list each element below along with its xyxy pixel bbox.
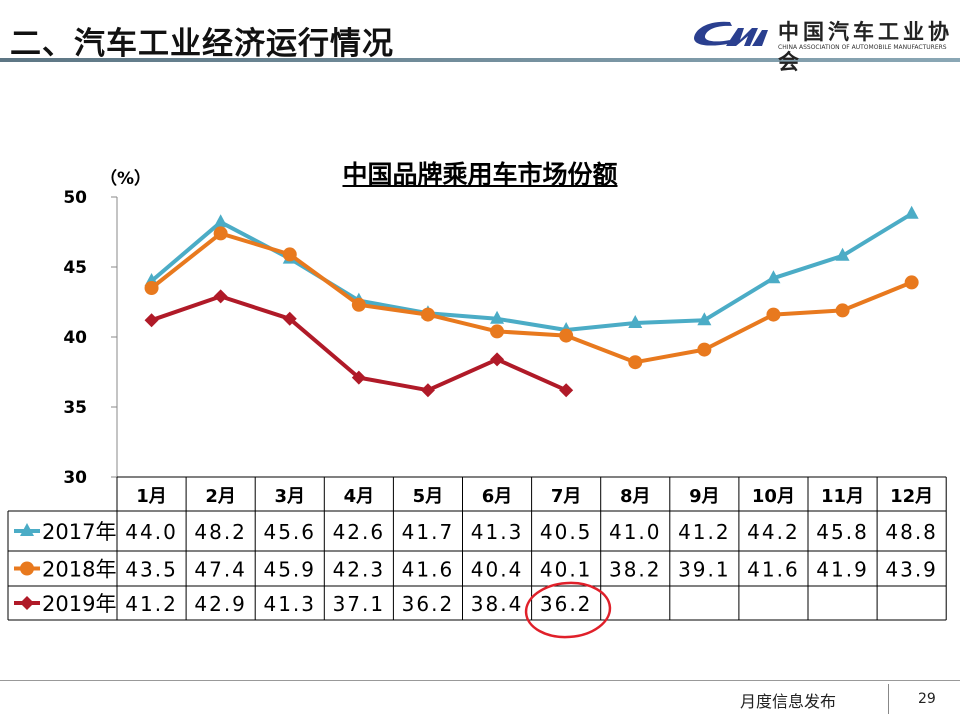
legend-label: 2017年 [42,520,116,544]
x-category-label: 10月 [752,486,795,507]
x-category-label: 7月 [551,486,582,507]
legend-label: 2019年 [42,592,116,616]
table-cell: 38.4 [471,592,524,616]
footer-separator [888,684,889,714]
table-cell: 44.0 [125,520,178,544]
data-point [490,352,505,367]
table-cell: 42.9 [194,592,247,616]
x-category-label: 11月 [821,486,864,507]
series-line [150,231,913,365]
data-point [835,303,850,318]
table-cell: 40.1 [540,558,593,582]
legend-marker [20,523,34,536]
table-cell: 45.6 [263,520,316,544]
table-cell: 47.4 [194,558,247,582]
table-cell: 44.2 [747,520,800,544]
x-category-label: 3月 [274,486,305,507]
data-point [559,383,574,398]
x-category-label: 8月 [620,486,651,507]
series-2019年 [144,289,574,398]
table-cell: 45.9 [263,558,316,582]
table-cell: 39.1 [678,558,731,582]
table-cell: 41.6 [402,558,455,582]
table-cell: 38.2 [609,558,662,582]
x-category-label: 1月 [136,486,167,507]
data-point [351,370,366,385]
table-cell: 48.8 [885,520,938,544]
data-point [559,328,574,343]
data-point [420,307,435,322]
y-tick-label: 40 [63,328,87,348]
slide-title: 二、汽车工业经济运行情况 [10,26,394,62]
table-cell: 43.5 [125,558,178,582]
table-cell: 41.2 [678,520,731,544]
table-cell: 41.9 [816,558,869,582]
table-cell: 45.8 [816,520,869,544]
data-point [628,355,643,370]
table-cell: 41.6 [747,558,800,582]
data-point [835,247,850,261]
table-cell: 42.3 [333,558,386,582]
table-cell: 41.2 [125,592,178,616]
table-cell: 41.3 [471,520,524,544]
table-cell: 43.9 [885,558,938,582]
x-category-label: 2月 [205,486,236,507]
caam-logo: 中国汽车工业协会 CHINA ASSOCIATION OF AUTOMOBILE… [690,14,955,74]
x-category-label: 4月 [344,486,375,507]
y-tick-label: 30 [63,468,87,488]
logo-text: 中国汽车工业协会 [778,20,953,74]
table-cell: 48.2 [194,520,247,544]
data-point [628,315,643,328]
footer-label: 月度信息发布 [740,692,837,711]
y-tick-label: 35 [63,398,87,418]
data-point [213,214,228,228]
data-point [144,313,159,328]
legend-label: 2018年 [42,558,116,582]
table-cell: 36.2 [402,592,455,616]
data-point [490,324,505,339]
data-point [697,312,712,326]
data-point [351,297,366,312]
data-point [904,205,919,219]
data-point [697,342,712,357]
header-divider [0,58,960,62]
table-cell: 36.2 [540,592,593,616]
x-category-label: 5月 [413,486,444,507]
table-cell: 41.7 [402,520,455,544]
caam-logo-icon [694,21,768,46]
x-category-label: 6月 [482,486,513,507]
x-category-label: 9月 [689,486,720,507]
data-point [490,310,505,324]
data-point [766,307,781,322]
data-point [420,383,435,398]
logo-subtext: CHINA ASSOCIATION OF AUTOMOBILE MANUFACT… [778,44,947,51]
series-2017年 [144,205,919,335]
table-cell: 41.0 [609,520,662,544]
legend-marker [20,596,34,610]
page-number: 29 [918,691,936,707]
data-point [213,226,228,241]
x-category-label: 12月 [890,486,933,507]
highlight-circle [524,581,612,639]
series-2018年 [144,226,919,370]
table-cell: 42.6 [333,520,386,544]
y-tick-label: 45 [63,258,87,278]
y-axis-unit: （%） [100,168,151,189]
chart-title: 中国品牌乘用车市场份额 [342,160,618,189]
data-point [282,311,297,326]
data-point [282,247,297,262]
data-point [144,281,159,295]
data-point [904,275,919,290]
table-cell: 40.4 [471,558,524,582]
footer-divider [0,680,960,681]
table-cell: 41.3 [263,592,316,616]
y-tick-label: 50 [63,188,87,208]
data-point [766,270,781,284]
legend-marker [20,561,34,576]
table-cell: 40.5 [540,520,593,544]
data-point [213,289,228,304]
table-cell: 37.1 [333,592,386,616]
